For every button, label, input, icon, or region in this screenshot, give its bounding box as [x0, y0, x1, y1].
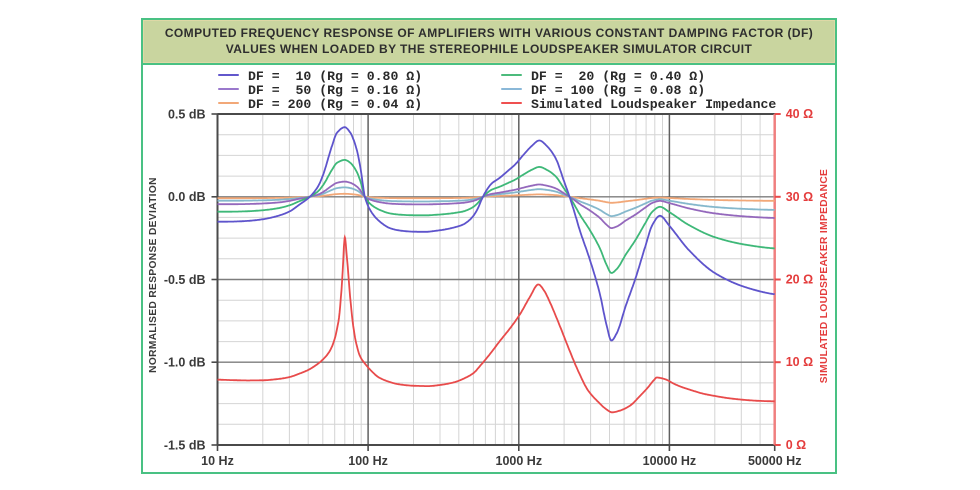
svg-text:30 Ω: 30 Ω	[786, 190, 813, 204]
svg-text:20 Ω: 20 Ω	[786, 273, 813, 287]
svg-text:-1.0 dB: -1.0 dB	[164, 356, 206, 370]
svg-text:100 Hz: 100 Hz	[348, 454, 388, 468]
svg-text:10 Hz: 10 Hz	[201, 454, 234, 468]
svg-text:40 Ω: 40 Ω	[786, 107, 813, 121]
svg-text:0 Ω: 0 Ω	[786, 438, 806, 452]
svg-text:10 Ω: 10 Ω	[786, 355, 813, 369]
svg-text:-0.5 dB: -0.5 dB	[164, 273, 206, 287]
svg-text:1000 Hz: 1000 Hz	[496, 454, 543, 468]
svg-text:0.5 dB: 0.5 dB	[168, 107, 206, 121]
svg-text:SIMULATED LOUDSPEAKER IMPEDANC: SIMULATED LOUDSPEAKER IMPEDANCE	[819, 169, 830, 383]
svg-text:NORMALISED RESPONSE DEVIATION: NORMALISED RESPONSE DEVIATION	[148, 177, 159, 373]
svg-text:0.0 dB: 0.0 dB	[168, 190, 206, 204]
svg-text:50000 Hz: 50000 Hz	[748, 454, 802, 468]
svg-text:10000 Hz: 10000 Hz	[643, 454, 697, 468]
svg-text:-1.5 dB: -1.5 dB	[164, 438, 206, 452]
